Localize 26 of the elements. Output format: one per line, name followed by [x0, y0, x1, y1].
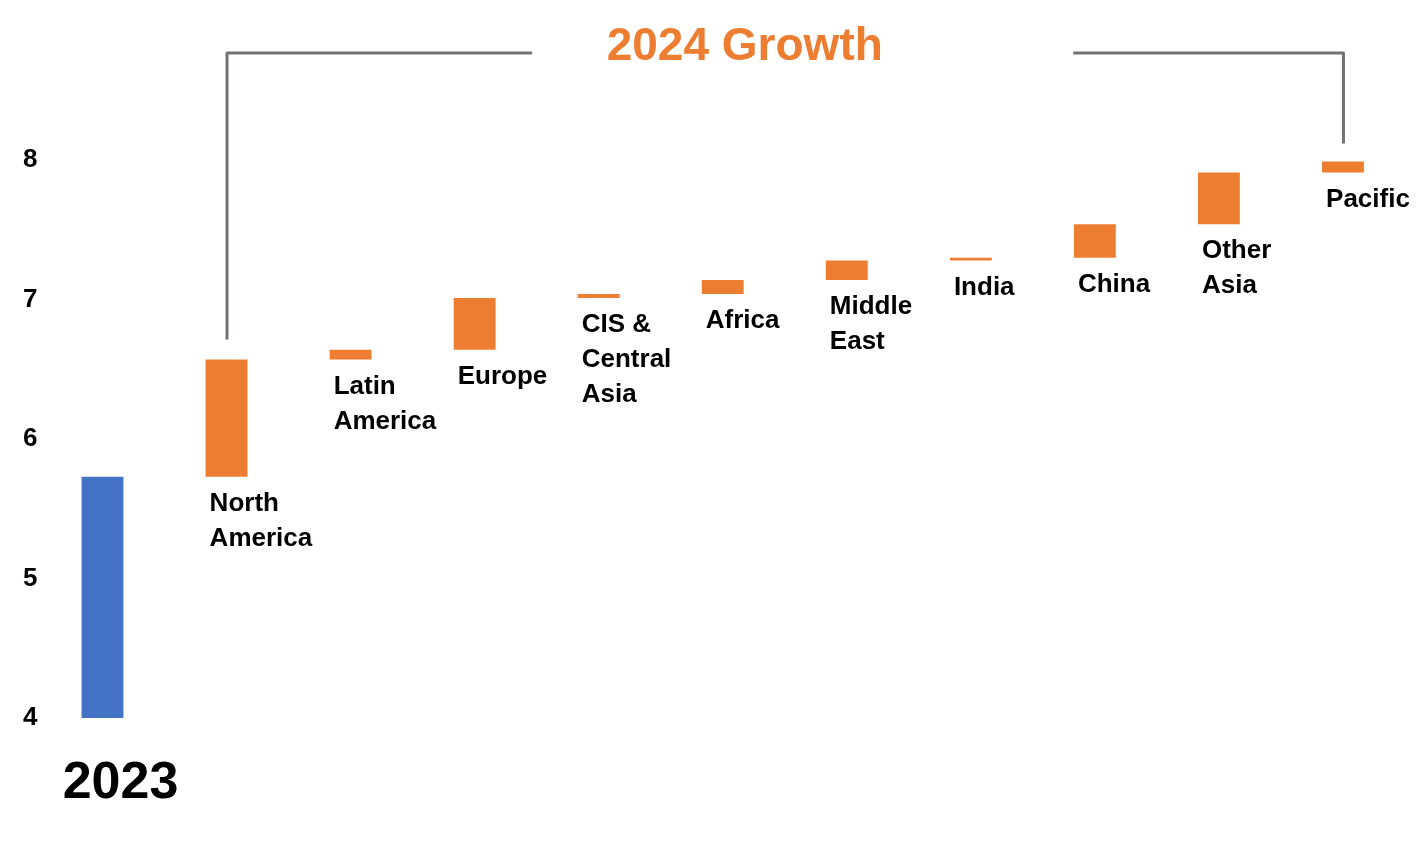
bar [329, 349, 372, 360]
x-tick-label: Pacific [1326, 182, 1410, 213]
bar [1322, 161, 1364, 173]
y-tick-label: 5 [22, 561, 38, 592]
x-tick-label: Europe [457, 359, 548, 390]
x-tick-label: CIS & Central Asia [581, 308, 672, 409]
x-tick-label: Africa [705, 304, 781, 335]
x-tick-label: Other Asia [1201, 234, 1272, 300]
bar [1073, 224, 1116, 258]
bar [1197, 172, 1240, 225]
bar [701, 279, 744, 294]
x-tick-label: Latin America [333, 369, 437, 435]
x-tick-label: India [953, 270, 1016, 301]
x-tick-label: China [1077, 267, 1151, 298]
x-tick-label: Middle East [829, 290, 913, 356]
bar [825, 260, 868, 280]
bar [577, 293, 620, 299]
chart-title: 2024 Growth [606, 17, 883, 70]
bar [453, 298, 496, 350]
y-tick-label: 4 [22, 701, 38, 732]
x-tick-label: 2023 [62, 751, 179, 810]
y-tick-label: 6 [22, 422, 38, 453]
y-tick-label: 7 [22, 282, 38, 313]
y-tick-label: 8 [22, 143, 38, 174]
bar [205, 359, 248, 477]
x-tick-label: North America [209, 486, 313, 552]
